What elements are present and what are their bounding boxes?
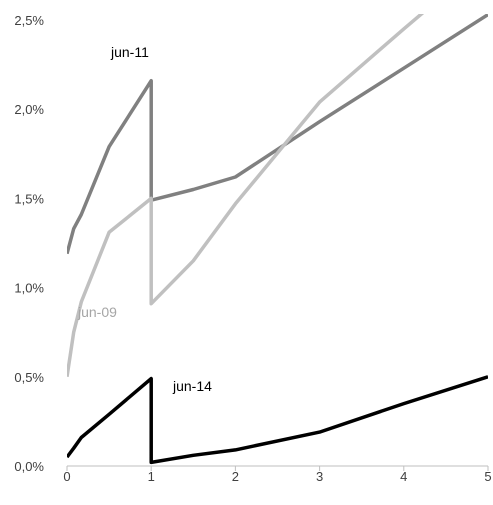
- x-axis-tick-labels: 0 1 2 3 4 5: [63, 469, 491, 484]
- series-lines: [67, 14, 488, 465]
- x-tick-label: 0: [63, 469, 70, 484]
- x-axis-tick-marks: [66, 466, 489, 471]
- y-tick-label: 0,5%: [14, 370, 44, 385]
- series-line-jun-09: [67, 14, 425, 378]
- x-tick-label: 4: [400, 469, 407, 484]
- x-tick-label: 2: [232, 469, 239, 484]
- y-tick-label: 2,0%: [14, 102, 44, 117]
- x-tick-label: 3: [316, 469, 323, 484]
- y-tick-label: 1,5%: [14, 191, 44, 206]
- y-tick-label: 0,0%: [14, 459, 44, 474]
- series-label-jun-11: jun-11: [110, 44, 149, 60]
- series-line-jun-14: [67, 375, 488, 465]
- series-label-jun-14: jun-14: [172, 378, 212, 394]
- y-tick-label: 1,0%: [14, 281, 44, 296]
- x-tick-label: 1: [148, 469, 155, 484]
- series-label-jun-09: jun-09: [77, 304, 117, 320]
- y-axis-tick-labels: 0,0% 0,5% 1,0% 1,5% 2,0% 2,5%: [14, 13, 44, 474]
- y-tick-label: 2,5%: [14, 13, 44, 28]
- x-tick-label: 5: [484, 469, 491, 484]
